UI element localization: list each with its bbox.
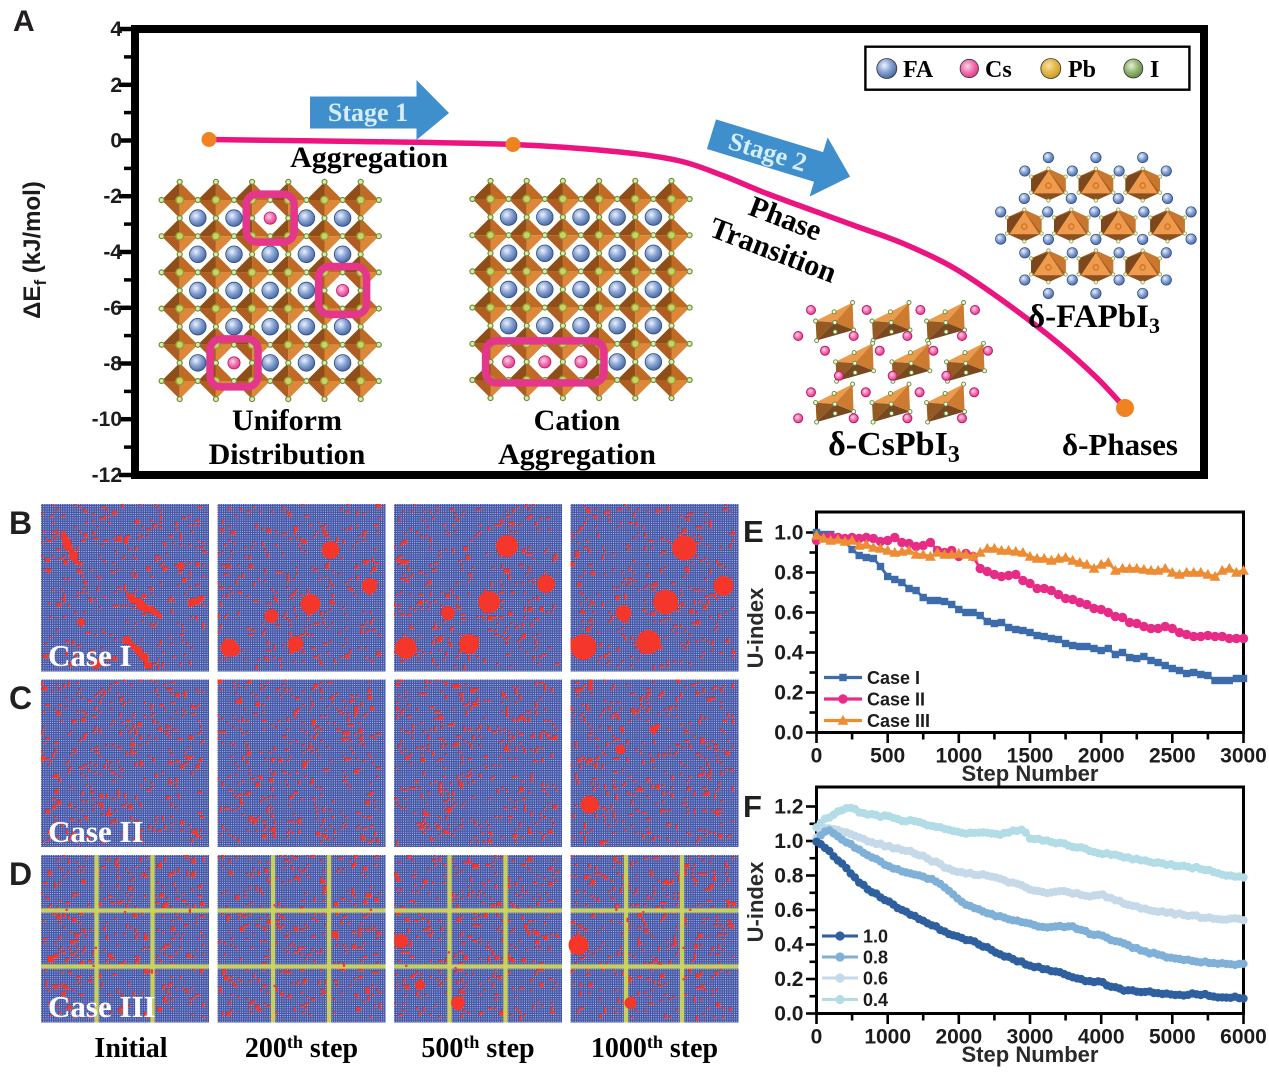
- svg-text:4000: 4000: [1078, 1026, 1125, 1049]
- svg-text:Step Number: Step Number: [962, 761, 1099, 786]
- svg-text:-12: -12: [92, 464, 122, 487]
- svg-text:5000: 5000: [1149, 1026, 1196, 1049]
- svg-text:Cs: Cs: [985, 57, 1012, 83]
- svg-text:Case II: Case II: [48, 814, 144, 849]
- svg-text:500: 500: [870, 745, 905, 768]
- svg-text:Initial: Initial: [94, 1033, 167, 1064]
- svg-text:δ-CsPbI3: δ-CsPbI3: [828, 426, 960, 468]
- svg-text:1000: 1000: [935, 745, 982, 768]
- svg-text:Case I: Case I: [48, 638, 132, 673]
- svg-text:1500: 1500: [1007, 745, 1054, 768]
- svg-text:δ-Phases: δ-Phases: [1062, 427, 1178, 462]
- svg-text:δ-FAPbI3: δ-FAPbI3: [1028, 299, 1160, 338]
- svg-text:-8: -8: [103, 353, 122, 376]
- svg-text:1.2: 1.2: [774, 796, 803, 819]
- svg-text:-4: -4: [103, 241, 122, 264]
- svg-text:Case III: Case III: [867, 711, 930, 731]
- svg-text:Step Number: Step Number: [962, 1042, 1099, 1067]
- svg-text:4: 4: [110, 18, 122, 41]
- svg-text:6000: 6000: [1220, 1026, 1267, 1049]
- svg-text:0: 0: [811, 1026, 823, 1049]
- svg-text:0.0: 0.0: [774, 1003, 803, 1026]
- svg-text:0.8: 0.8: [774, 865, 804, 888]
- svg-text:-6: -6: [103, 297, 122, 320]
- svg-text:2000: 2000: [1078, 745, 1125, 768]
- svg-text:U-index: U-index: [743, 587, 768, 668]
- svg-text:2: 2: [110, 74, 122, 97]
- svg-text:B: B: [9, 505, 32, 541]
- svg-text:0: 0: [811, 745, 823, 768]
- svg-text:0.2: 0.2: [774, 968, 803, 991]
- svg-text:0.2: 0.2: [774, 682, 803, 705]
- svg-text:A: A: [13, 5, 35, 38]
- svg-text:1.0: 1.0: [774, 522, 803, 545]
- svg-text:U-index: U-index: [743, 861, 768, 942]
- svg-text:1.0: 1.0: [774, 830, 803, 853]
- svg-text:F: F: [743, 789, 762, 824]
- svg-text:Pb: Pb: [1068, 57, 1096, 83]
- svg-text:0.6: 0.6: [774, 602, 803, 625]
- svg-text:2000: 2000: [935, 1026, 982, 1049]
- svg-text:0.0: 0.0: [774, 722, 803, 745]
- svg-text:FA: FA: [903, 57, 934, 83]
- svg-text:Case III: Case III: [48, 989, 156, 1024]
- svg-text:0.6: 0.6: [863, 969, 888, 989]
- svg-text:-10: -10: [92, 408, 122, 431]
- svg-text:-2: -2: [103, 185, 122, 208]
- svg-text:0.8: 0.8: [774, 562, 804, 585]
- svg-text:D: D: [9, 856, 32, 892]
- svg-text:Case I: Case I: [867, 668, 920, 688]
- svg-text:2500: 2500: [1149, 745, 1196, 768]
- svg-text:I: I: [1150, 57, 1159, 83]
- svg-text:Aggregation: Aggregation: [498, 438, 656, 471]
- svg-text:1.0: 1.0: [863, 927, 888, 947]
- svg-text:0.8: 0.8: [863, 948, 888, 968]
- svg-text:Uniform: Uniform: [232, 404, 342, 437]
- svg-text:Case II: Case II: [867, 690, 925, 710]
- svg-text:200th step: 200th step: [245, 1032, 358, 1064]
- svg-text:E: E: [743, 514, 764, 549]
- svg-text:0.4: 0.4: [774, 642, 804, 665]
- svg-text:ΔEf (kJ/mol): ΔEf (kJ/mol): [19, 181, 50, 319]
- svg-text:Aggregation: Aggregation: [290, 141, 448, 174]
- svg-text:3000: 3000: [1220, 745, 1267, 768]
- svg-text:0.4: 0.4: [863, 990, 888, 1010]
- svg-text:0.4: 0.4: [774, 934, 804, 957]
- svg-text:Stage 1: Stage 1: [328, 98, 408, 127]
- svg-text:3000: 3000: [1007, 1026, 1054, 1049]
- svg-text:1000: 1000: [864, 1026, 911, 1049]
- svg-text:0.6: 0.6: [774, 899, 803, 922]
- svg-text:Cation: Cation: [534, 404, 621, 437]
- svg-text:0: 0: [110, 130, 122, 153]
- svg-text:1000th step: 1000th step: [591, 1032, 718, 1064]
- svg-text:Distribution: Distribution: [209, 438, 366, 471]
- svg-text:C: C: [9, 680, 32, 716]
